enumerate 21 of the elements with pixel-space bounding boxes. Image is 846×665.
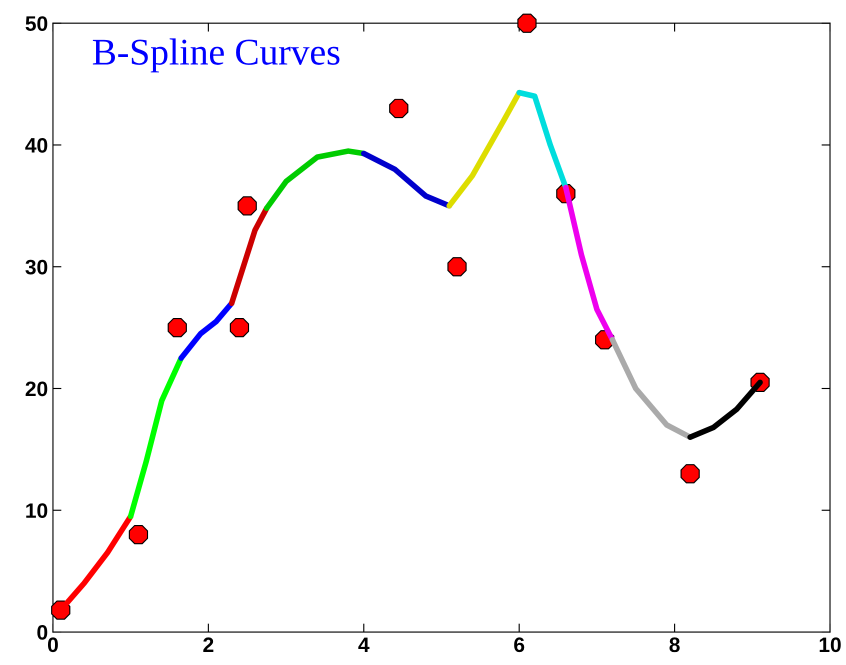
x-tick-label: 8 <box>669 637 680 652</box>
x-tick-label: 4 <box>358 638 370 652</box>
y-tick-label: 0 <box>37 625 48 640</box>
point <box>238 196 257 216</box>
point <box>128 524 148 544</box>
chart-title: B-Spline Curves <box>92 38 340 72</box>
y-tick-label: 40 <box>25 138 48 153</box>
y-tick-label: 30 <box>25 260 48 275</box>
point <box>230 318 250 338</box>
point <box>168 318 187 338</box>
x-tick-label: 10 <box>820 637 841 652</box>
point <box>680 464 700 484</box>
point <box>389 98 408 118</box>
x-tick-label: 6 <box>514 637 524 652</box>
x-tick-label: 2 <box>203 637 214 652</box>
x-tick-label: 0 <box>48 637 58 652</box>
y-tick-label: 10 <box>26 503 48 518</box>
y-tick-label: 20 <box>26 381 48 396</box>
point <box>447 257 467 276</box>
y-tick-label: 50 <box>26 16 48 31</box>
point <box>517 14 537 33</box>
